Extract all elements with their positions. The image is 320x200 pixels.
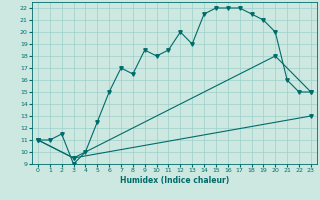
X-axis label: Humidex (Indice chaleur): Humidex (Indice chaleur) [120, 176, 229, 185]
